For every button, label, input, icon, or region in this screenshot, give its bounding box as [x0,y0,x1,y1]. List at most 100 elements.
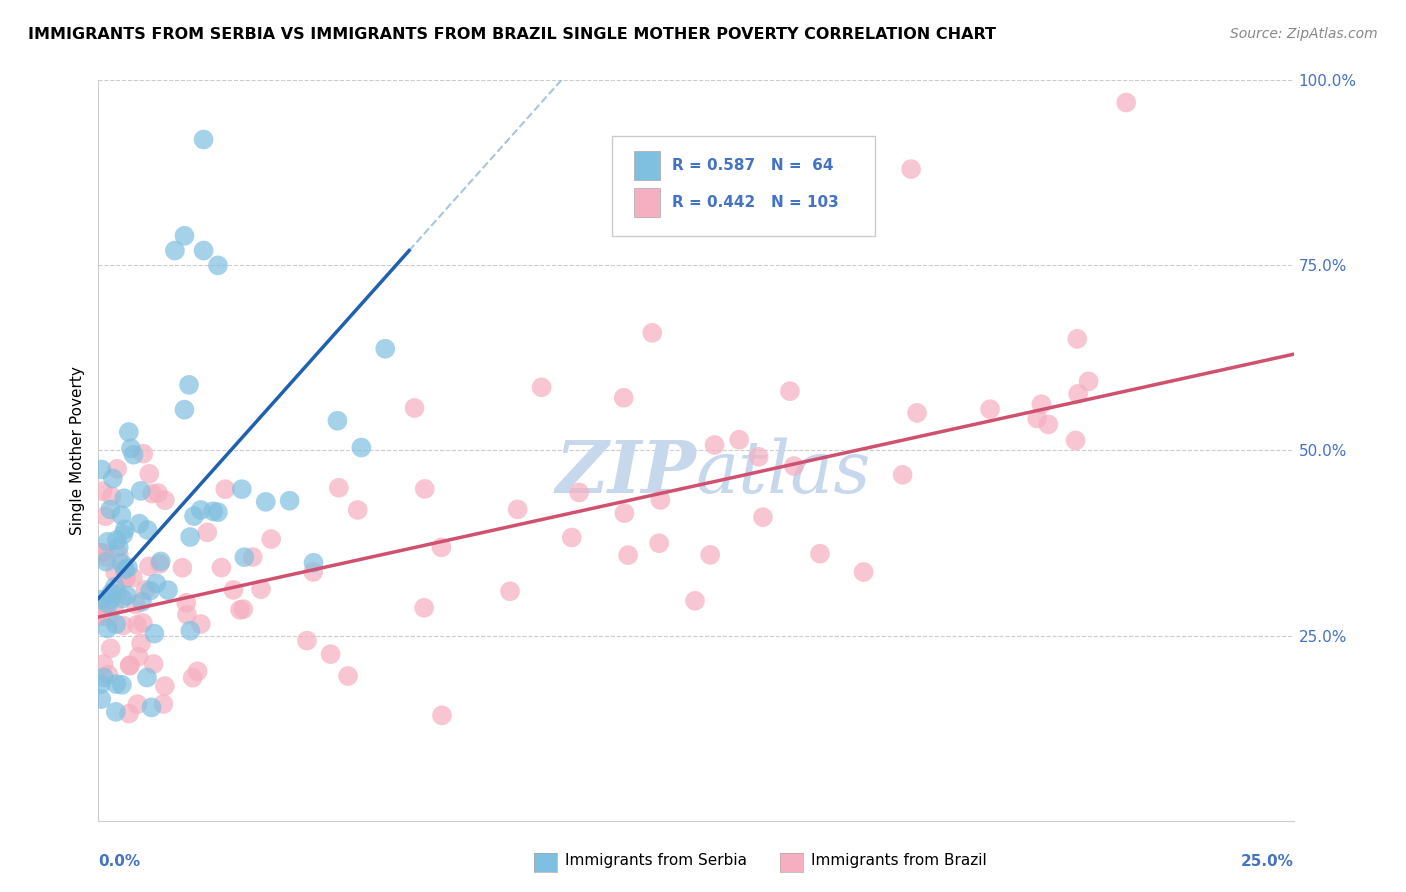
Point [138,559,160,574]
Point [90,546,112,560]
Point [173,402,195,417]
Point [783,458,806,473]
Point [156,583,179,598]
Point [179,624,201,638]
Point [900,162,922,177]
Point [132,615,155,630]
Point [141,700,163,714]
Point [561,531,583,545]
Point [1067,386,1090,401]
Point [104,566,127,580]
Point [112,491,135,506]
Point [105,617,128,632]
Point [139,583,162,598]
Point [190,503,212,517]
Point [413,482,436,496]
Point [319,647,342,661]
Point [231,482,253,496]
Point [100,502,122,516]
Point [709,206,731,220]
Point [413,600,436,615]
Text: 0.0%: 0.0% [98,854,141,869]
Text: Immigrants from Brazil: Immigrants from Brazil [811,854,987,868]
Point [96,622,118,636]
Point [337,669,360,683]
FancyBboxPatch shape [634,187,661,218]
Point [374,342,396,356]
Point [132,447,155,461]
Point [94,509,117,524]
Point [404,401,426,415]
Point [568,485,591,500]
Point [100,641,122,656]
Point [127,697,149,711]
Point [1026,411,1049,425]
Point [104,580,127,594]
Point [295,633,318,648]
Point [506,502,529,516]
Point [1077,375,1099,389]
Point [143,626,166,640]
Point [350,441,373,455]
Point [233,550,256,565]
Point [905,406,928,420]
Point [260,532,283,546]
Point [112,527,135,541]
Point [193,132,215,146]
Point [1031,397,1053,411]
Point [190,617,212,632]
Point [1064,434,1087,448]
Text: Source: ZipAtlas.com: Source: ZipAtlas.com [1230,27,1378,41]
Point [153,679,176,693]
Point [173,228,195,243]
Point [93,670,115,684]
Point [530,380,553,394]
Point [110,508,132,523]
Point [114,563,136,577]
Point [153,493,176,508]
Point [891,467,914,482]
FancyBboxPatch shape [634,151,661,180]
Point [650,492,672,507]
Point [808,547,831,561]
Point [110,556,132,570]
Point [97,597,120,611]
Point [120,442,142,456]
Point [136,671,159,685]
Point [90,692,112,706]
Point [1038,417,1060,432]
Point [100,591,122,606]
Point [752,510,775,524]
Point [1115,95,1137,110]
Point [979,402,1001,417]
Point [430,708,453,723]
Point [114,562,136,576]
Point [174,596,197,610]
Point [142,657,165,671]
Point [346,503,368,517]
Point [118,658,141,673]
Point [202,504,225,518]
Text: R = 0.442   N = 103: R = 0.442 N = 103 [672,195,839,210]
Point [187,665,209,679]
Point [124,598,146,612]
Point [117,560,139,574]
Point [105,462,128,476]
Point [97,667,120,681]
Point [125,617,148,632]
Text: 25.0%: 25.0% [1240,854,1294,869]
Point [111,591,134,606]
Point [232,602,254,616]
Point [149,554,172,568]
Point [179,530,201,544]
Point [107,587,129,601]
Point [146,486,169,500]
Text: ZIP: ZIP [555,437,696,508]
Point [128,649,150,664]
Point [683,594,706,608]
Point [214,482,236,496]
Point [93,657,115,672]
Point [172,561,194,575]
Point [107,540,129,554]
Point [129,483,152,498]
